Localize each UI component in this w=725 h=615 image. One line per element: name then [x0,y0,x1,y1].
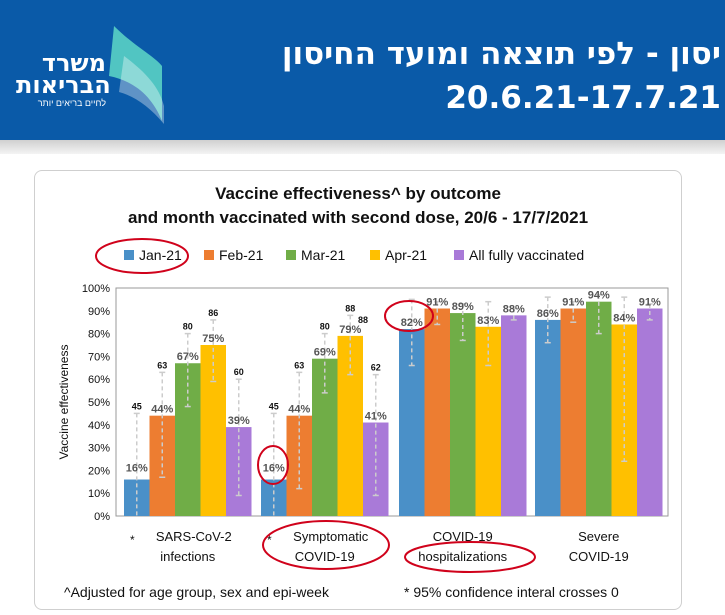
data-label: 44% [151,404,173,416]
data-label: 91% [639,297,661,309]
chart-title-line2: and month vaccinated with second dose, 2… [127,208,589,227]
legend-label: Jan-21 [139,247,182,263]
data-label: 94% [588,290,610,302]
legend-label: All fully vaccinated [469,247,584,263]
category-label-line2: COVID-19 [295,549,355,564]
data-label: 79% [339,324,361,336]
category-label-line1: COVID-19 [433,529,493,544]
y-tick-label: 20% [88,465,110,477]
category-asterisk: * [267,533,272,547]
annotation-oval-legend [95,238,189,274]
chart-title-line1: Vaccine effectiveness^ by outcome [215,184,501,203]
y-tick-label: 60% [88,374,110,386]
category-label-line1: SARS-CoV-2 [156,529,232,544]
data-label: 75% [202,333,224,345]
ci-upper-label: 88 [345,303,355,313]
plot-area [115,287,669,517]
annotation-oval-hospitalization-label [404,541,536,573]
ministry-of-health-logo: משרד הבריאות לחיים בריאים יותר [6,18,166,128]
data-label: 16% [263,463,285,475]
bar [175,363,201,516]
bar [586,301,612,516]
legend-label: Apr-21 [385,247,427,263]
data-label: 84% [613,312,635,324]
data-label: 89% [452,301,474,313]
y-tick-label: 10% [88,488,110,500]
legend-swatch [124,250,134,260]
header-divider [0,140,725,154]
ci-upper-label: 80 [320,322,330,332]
legend-label: Mar-21 [301,247,346,263]
ci-upper-label: 63 [157,360,167,370]
header-title: יסון - לפי תוצאה ומועד החיסון [281,36,721,72]
data-label: 67% [177,351,199,363]
category-asterisk: * [130,533,135,547]
y-tick-label: 100% [82,283,110,295]
ci-upper-label: 45 [132,401,142,411]
bar [637,308,663,516]
data-label: 83% [477,315,499,327]
y-tick-label: 30% [88,443,110,455]
annotation-oval-hospitalization-bar [384,300,434,332]
logo-line1: משרד [41,49,106,77]
ci-upper-label: 60 [234,367,244,377]
ci-upper-label: 45 [269,401,279,411]
legend-swatch [204,250,214,260]
data-label: 39% [228,415,250,427]
footnote-confidence: * 95% confidence interal crosses 0 [404,584,619,600]
data-label: 91% [562,297,584,309]
bar [424,308,450,516]
ci-upper-label: 63 [294,360,304,370]
data-label: 41% [365,411,387,423]
data-label: 86% [537,308,559,320]
bar [475,326,501,516]
y-tick-label: 0% [94,511,110,523]
data-label: 44% [288,404,310,416]
category-label-line1: Severe [578,529,619,544]
bar [560,308,586,516]
data-label: 16% [126,463,148,475]
data-label: 82% [401,317,423,329]
data-label: 91% [426,297,448,309]
ci-upper-label-extra: 88 [358,315,368,325]
bar [450,313,476,516]
category-label-line2: COVID-19 [569,549,629,564]
category-label-line2: infections [160,549,215,564]
logo-tagline: לחיים בריאים יותר [37,98,106,108]
logo-wave-icon [109,26,164,124]
bar [535,319,561,516]
logo-line2: הבריאות [16,71,111,99]
bar [501,315,527,516]
legend-swatch [370,250,380,260]
y-tick-label: 40% [88,420,110,432]
category-label-line1: Symptomatic [293,529,369,544]
y-axis-label: Vaccine effectiveness [57,345,71,460]
header-date-range: 20.6.21-17.7.21 [445,80,721,116]
y-tick-label: 70% [88,351,110,363]
ci-upper-label: 86 [208,308,218,318]
annotation-oval-symptomatic-bar [257,445,289,485]
annotation-oval-symptomatic-label [262,520,390,570]
footnote-adjusted: ^Adjusted for age group, sex and epi-wee… [64,584,329,600]
legend-swatch [286,250,296,260]
legend-swatch [454,250,464,260]
data-label: 88% [503,303,525,315]
bar [200,345,226,516]
bar [312,358,338,516]
y-tick-label: 50% [88,397,110,409]
category-label-line2: hospitalizations [418,549,507,564]
header-banner: משרד הבריאות לחיים בריאים יותר יסון - לפ… [0,0,725,140]
bar [337,335,363,516]
y-tick-label: 90% [88,306,110,318]
bar [399,329,425,516]
ci-upper-label: 62 [371,363,381,373]
data-label: 69% [314,347,336,359]
ci-upper-label: 80 [183,322,193,332]
y-tick-label: 80% [88,329,110,341]
legend-label: Feb-21 [219,247,264,263]
